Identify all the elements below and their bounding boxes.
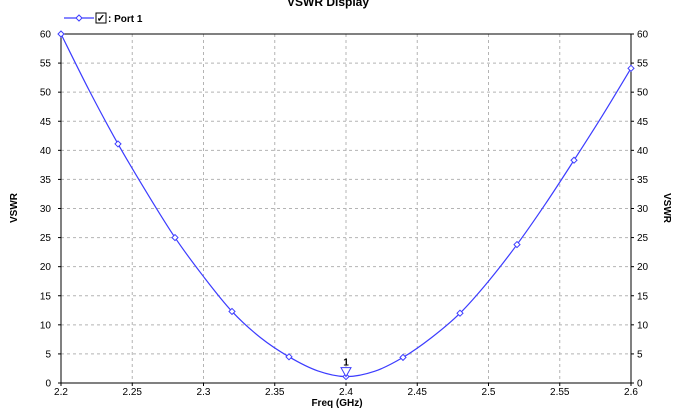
data-point	[285, 353, 293, 361]
y-tick-label-right: 5	[637, 349, 643, 360]
y-tick-label-left: 60	[40, 30, 52, 41]
y-tick-label-right: 40	[637, 146, 649, 157]
y-axis-title-left: VSWR	[9, 192, 20, 223]
y-tick-label-left: 55	[40, 59, 52, 70]
data-point	[399, 353, 407, 362]
y-tick-label-left: 35	[40, 175, 52, 186]
marker-1[interactable]: 1	[340, 358, 352, 378]
data-point	[171, 233, 179, 242]
data-point	[513, 240, 521, 249]
legend-label: : Port 1	[108, 14, 143, 25]
chart-markers[interactable]: 1	[340, 358, 352, 378]
x-tick-label: 2.5	[482, 387, 496, 398]
y-tick-label-right: 45	[637, 117, 649, 128]
y-tick-label-left: 50	[40, 88, 52, 99]
y-tick-label-left: 5	[45, 349, 51, 360]
y-tick-label-right: 15	[637, 291, 649, 302]
y-tick-label-left: 0	[45, 379, 51, 390]
data-point	[228, 307, 236, 316]
data-point	[627, 64, 635, 73]
plot-frame	[60, 33, 632, 384]
y-tick-label-left: 30	[40, 204, 52, 215]
x-tick-label: 2.25	[123, 387, 143, 398]
y-tick-label-right: 30	[637, 204, 649, 215]
x-tick-label: 2.4	[339, 387, 353, 398]
tick-labels: 2.2 2.25 2.3 2.35 2.4 2.45 2.5 2.55 2.60 05 510 101…	[40, 30, 649, 399]
checkbox-check-icon: ✓	[97, 14, 105, 25]
x-tick-label: 2.2	[54, 387, 68, 398]
data-point	[57, 30, 65, 38]
x-tick-label: 2.55	[550, 387, 570, 398]
y-tick-label-left: 40	[40, 146, 52, 157]
x-tick-label: 2.6	[624, 387, 638, 398]
y-tick-label-right: 25	[637, 233, 649, 244]
x-tick-label: 2.3	[197, 387, 211, 398]
y-tick-label-right: 20	[637, 262, 649, 273]
y-tick-label-left: 20	[40, 262, 52, 273]
y-tick-label-left: 45	[40, 117, 52, 128]
y-axis-title-right: VSWR	[661, 193, 672, 224]
x-tick-label: 2.45	[408, 387, 428, 398]
y-tick-label-left: 25	[40, 233, 52, 244]
data-point	[456, 309, 464, 317]
y-tick-label-right: 50	[637, 88, 649, 99]
y-tick-label-left: 10	[40, 320, 52, 331]
y-tick-label-right: 35	[637, 175, 649, 186]
x-tick-label: 2.35	[265, 387, 285, 398]
y-tick-label-right: 60	[637, 30, 649, 41]
y-tick-label-right: 55	[637, 59, 649, 70]
chart-title: VSWR Display	[287, 0, 369, 9]
marker-triangle-icon	[340, 367, 352, 378]
data-point	[114, 140, 122, 148]
y-tick-label-right: 0	[637, 379, 643, 390]
marker-label: 1	[343, 358, 349, 369]
legend[interactable]: ✓ : Port 1	[64, 12, 143, 25]
legend-marker	[75, 14, 83, 22]
x-axis-title: Freq (GHz)	[311, 398, 362, 408]
legend-checkbox[interactable]	[95, 12, 107, 24]
y-tick-label-right: 10	[637, 320, 649, 331]
data-point	[570, 156, 578, 164]
grid	[61, 34, 631, 383]
y-tick-label-left: 15	[40, 291, 52, 302]
